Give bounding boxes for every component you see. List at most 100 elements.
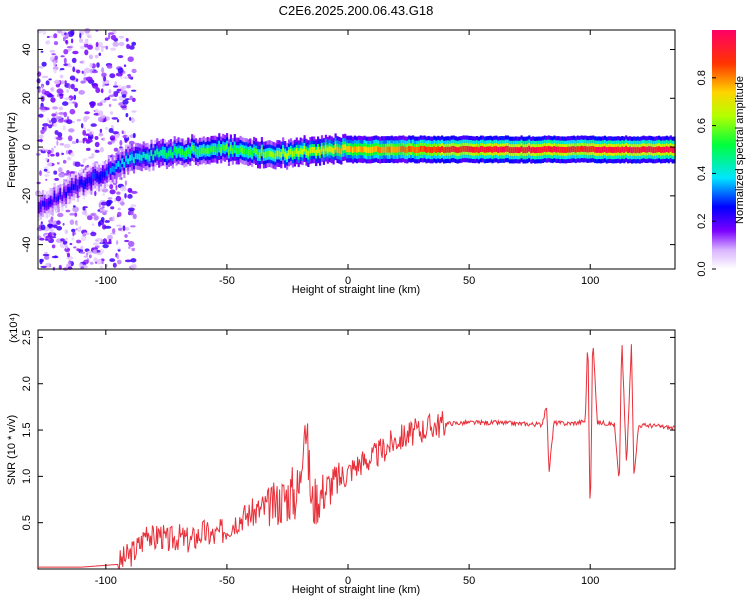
heatmap-cell (67, 252, 70, 258)
heatmap-cell (128, 73, 132, 80)
heatmap-cell (44, 251, 48, 254)
heatmap-cell (78, 90, 85, 95)
heatmap-cell (63, 57, 67, 64)
heatmap-cell (63, 143, 71, 149)
heatmap-cell (603, 146, 606, 153)
heatmap-cell (55, 152, 60, 157)
y-tick-label: 1.0 (21, 469, 33, 484)
heatmap-cell (163, 150, 167, 156)
heatmap-cell (55, 136, 63, 141)
heatmap-cell (56, 93, 60, 98)
heatmap-cell (247, 149, 250, 156)
heatmap-cell (458, 146, 461, 153)
heatmap-cell (44, 255, 50, 260)
heatmap-cell (99, 208, 106, 212)
heatmap-cell (222, 144, 225, 151)
heatmap-cell (108, 33, 111, 40)
heatmap-cell (41, 61, 47, 67)
heatmap-cell (53, 145, 57, 149)
heatmap-cell (70, 184, 74, 191)
heatmap-cell (171, 152, 174, 159)
heatmap-cell (100, 201, 107, 206)
heatmap-cell (43, 168, 48, 172)
heatmap-cell (82, 207, 86, 211)
heatmap-cell (59, 143, 65, 146)
heatmap-cell (41, 200, 45, 207)
heatmap-cell (38, 87, 41, 93)
heatmap-cell (344, 144, 347, 151)
heatmap-cell (338, 147, 341, 154)
heatmap-cell (629, 146, 632, 153)
heatmap-cell (61, 101, 69, 106)
heatmap-cell (46, 162, 53, 167)
heatmap-cell (627, 147, 630, 153)
heatmap-cell (108, 238, 112, 244)
heatmap-cell (130, 204, 137, 208)
heatmap-cell (127, 231, 131, 234)
heatmap-cell (131, 154, 134, 161)
heatmap-cell (124, 193, 127, 199)
heatmap-cell (450, 146, 453, 152)
heatmap-cell (72, 230, 75, 237)
heatmap-cell (80, 80, 87, 83)
heatmap-cell (112, 262, 117, 268)
heatmap-cell (49, 49, 56, 53)
heatmap-cell (274, 153, 277, 160)
heatmap-cell (497, 147, 500, 153)
heatmap-cell (131, 89, 137, 92)
heatmap-cell (53, 224, 58, 229)
heatmap-cell (342, 144, 345, 151)
heatmap-cell (124, 180, 127, 186)
heatmap-cell (286, 153, 289, 160)
colorbar-tick-label: 0.0 (696, 261, 708, 276)
heatmap-cell (654, 147, 657, 153)
heatmap-cell (491, 147, 494, 153)
heatmap-cell (301, 148, 304, 155)
heatmap-cell (119, 163, 122, 170)
heatmap-cell (319, 149, 322, 156)
colorbar-tick-label: 0.4 (696, 166, 708, 181)
heatmap-cell (44, 90, 51, 96)
heatmap-cell (388, 146, 391, 153)
heatmap-cell (196, 149, 200, 156)
heatmap-cell (212, 146, 215, 153)
heatmap-cell (123, 64, 127, 67)
heatmap-cell (94, 108, 99, 114)
heatmap-cell (81, 70, 84, 74)
heatmap-cell (115, 163, 118, 170)
heatmap-cell (121, 94, 127, 98)
heatmap-cell (63, 189, 66, 196)
heatmap-cell (93, 257, 98, 263)
heatmap-cell (165, 152, 169, 159)
heatmap-cell (134, 153, 138, 160)
heatmap-cell (268, 150, 271, 157)
heatmap-cell (433, 146, 436, 153)
heatmap-cell (80, 245, 84, 250)
heatmap-cell (56, 220, 61, 225)
heatmap-cell (96, 252, 103, 256)
heatmap-cell (102, 211, 107, 216)
heatmap-cell (72, 66, 76, 73)
heatmap-cell (105, 210, 108, 213)
heatmap-cell (48, 120, 52, 124)
heatmap-cell (258, 152, 262, 159)
heatmap-cell (100, 174, 103, 180)
heatmap-cell (485, 146, 488, 153)
heatmap-cell (423, 145, 426, 152)
heatmap-cell (114, 134, 120, 139)
heatmap-cell (336, 146, 339, 153)
heatmap-cell (524, 147, 527, 154)
heatmap-cell (456, 147, 459, 154)
colorbar-label: Normalized spectral amplitude (734, 76, 746, 224)
heatmap-cell (121, 86, 125, 92)
heatmap-cell (57, 132, 63, 138)
heatmap-cell (419, 145, 422, 152)
heatmap-cell (129, 95, 133, 101)
heatmap-cell (162, 149, 165, 156)
spectrogram-frame (37, 29, 676, 270)
heatmap-cell (92, 249, 98, 254)
heatmap-cell (410, 146, 413, 153)
heatmap-cell (53, 68, 57, 74)
heatmap-cell (108, 103, 112, 108)
heatmap-cell (514, 146, 517, 153)
